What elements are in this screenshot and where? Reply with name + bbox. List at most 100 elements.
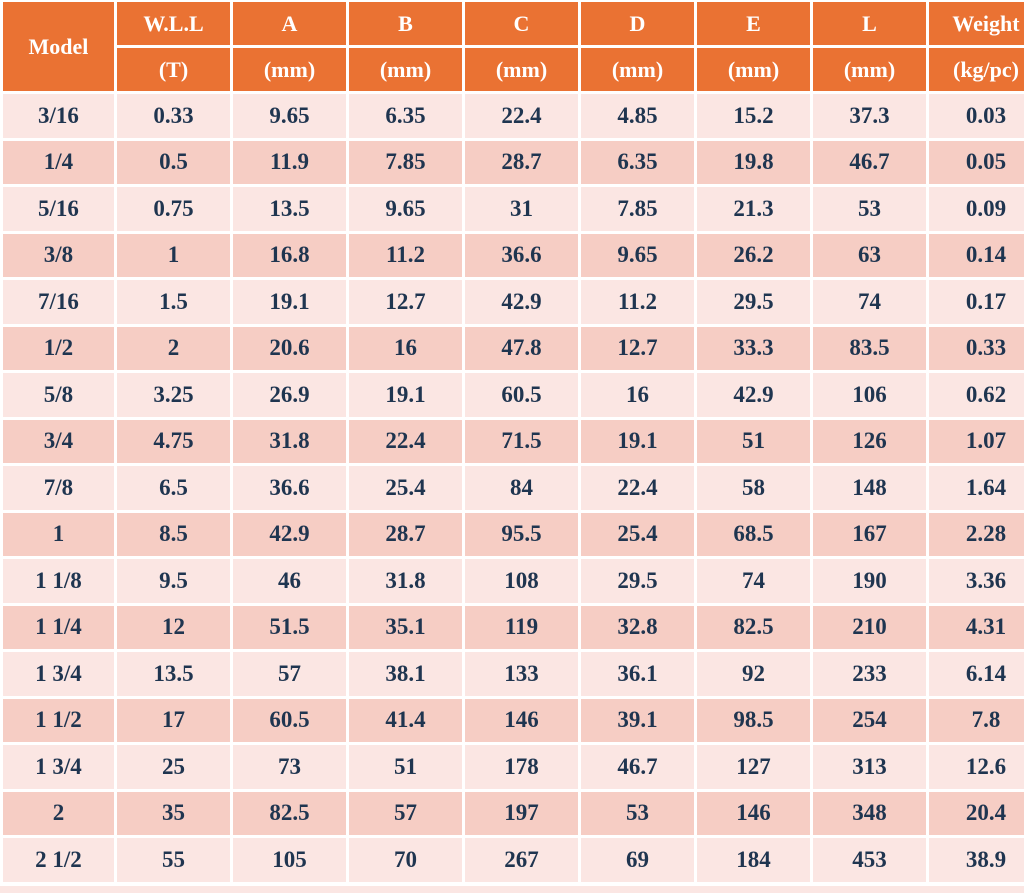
value-cell: 31.8 [349, 559, 462, 603]
value-cell: 83.5 [813, 326, 926, 370]
value-cell: 42.9 [465, 280, 578, 324]
value-cell: 7.85 [349, 140, 462, 184]
model-cell: 7/16 [3, 280, 114, 324]
value-cell: 133 [465, 652, 578, 696]
unit-b: (mm) [349, 48, 462, 91]
table-row: 3/4 4.75 31.8 22.4 71.5 19.1 51 126 1.07 [3, 419, 1024, 463]
value-cell: 0.62 [929, 373, 1024, 417]
model-cell: 5/8 [3, 373, 114, 417]
value-cell: 20.6 [233, 326, 346, 370]
value-cell: 16 [349, 326, 462, 370]
table-row: 2 1/2 55 105 70 267 69 184 453 38.9 [3, 838, 1024, 882]
value-cell: 31 [465, 187, 578, 231]
value-cell: 15.2 [697, 94, 810, 138]
value-cell: 47.8 [465, 326, 578, 370]
value-cell: 57 [233, 652, 346, 696]
value-cell: 73 [233, 745, 346, 789]
value-cell: 21.3 [697, 187, 810, 231]
value-cell: 41.4 [349, 698, 462, 742]
model-cell: 1 1/4 [3, 605, 114, 649]
value-cell: 95.5 [465, 512, 578, 556]
value-cell: 0.14 [929, 233, 1024, 277]
value-cell: 146 [465, 698, 578, 742]
value-cell: 35 [117, 791, 230, 835]
header-row-names: Model W.L.L A B C D E L Weight [3, 2, 1024, 91]
value-cell: 16.8 [233, 233, 346, 277]
value-cell: 35.1 [349, 605, 462, 649]
value-cell: 60.5 [233, 698, 346, 742]
value-cell: 12 [117, 605, 230, 649]
value-cell: 3.36 [929, 559, 1024, 603]
value-cell: 29.5 [581, 559, 694, 603]
model-cell: 7/8 [3, 466, 114, 510]
value-cell: 3.25 [117, 373, 230, 417]
value-cell: 178 [465, 745, 578, 789]
value-cell: 9.65 [349, 187, 462, 231]
header-a: A [233, 2, 346, 45]
value-cell: 1 [117, 233, 230, 277]
value-cell: 36.1 [581, 652, 694, 696]
table-row: 1/2 2 20.6 16 47.8 12.7 33.3 83.5 0.33 [3, 326, 1024, 370]
value-cell: 0.33 [117, 94, 230, 138]
value-cell: 55 [117, 838, 230, 882]
unit-c: (mm) [465, 48, 578, 91]
value-cell: 46.7 [581, 745, 694, 789]
value-cell: 53 [813, 187, 926, 231]
value-cell: 42.9 [233, 512, 346, 556]
table-row: 3/16 0.33 9.65 6.35 22.4 4.85 15.2 37.3 0.03 [3, 94, 1024, 138]
value-cell: 0.75 [117, 187, 230, 231]
value-cell: 36.6 [465, 233, 578, 277]
value-cell: 6.14 [929, 652, 1024, 696]
value-cell: 98.5 [697, 698, 810, 742]
value-cell: 31.8 [233, 419, 346, 463]
model-cell: 1 3/4 [3, 652, 114, 696]
value-cell: 119 [465, 605, 578, 649]
value-cell: 4.31 [929, 605, 1024, 649]
value-cell: 82.5 [233, 791, 346, 835]
value-cell: 19.8 [697, 140, 810, 184]
value-cell: 148 [813, 466, 926, 510]
value-cell: 22.4 [581, 466, 694, 510]
header-d: D [581, 2, 694, 45]
value-cell: 51 [349, 745, 462, 789]
value-cell: 11.2 [581, 280, 694, 324]
value-cell: 13.5 [233, 187, 346, 231]
value-cell: 184 [697, 838, 810, 882]
model-cell: 2 1/2 [3, 838, 114, 882]
table-row: 5/8 3.25 26.9 19.1 60.5 16 42.9 106 0.62 [3, 373, 1024, 417]
value-cell: 17 [117, 698, 230, 742]
header-wll: W.L.L [117, 2, 230, 45]
value-cell: 51 [697, 419, 810, 463]
header-b: B [349, 2, 462, 45]
value-cell: 108 [465, 559, 578, 603]
value-cell: 19.1 [349, 373, 462, 417]
value-cell: 20.4 [929, 791, 1024, 835]
unit-l: (mm) [813, 48, 926, 91]
value-cell: 29.5 [697, 280, 810, 324]
model-cell: 1/4 [3, 140, 114, 184]
value-cell: 38.1 [349, 652, 462, 696]
header-weight: Weight [929, 2, 1024, 45]
unit-a: (mm) [233, 48, 346, 91]
value-cell: 0.09 [929, 187, 1024, 231]
table-body: 3/16 0.33 9.65 6.35 22.4 4.85 15.2 37.3 0.03 1/4 0… [3, 94, 1024, 882]
unit-wll: (T) [117, 48, 230, 91]
value-cell: 254 [813, 698, 926, 742]
value-cell: 71.5 [465, 419, 578, 463]
value-cell: 106 [813, 373, 926, 417]
value-cell: 6.35 [349, 94, 462, 138]
value-cell: 1.5 [117, 280, 230, 324]
value-cell: 8.5 [117, 512, 230, 556]
value-cell: 4.75 [117, 419, 230, 463]
value-cell: 32.8 [581, 605, 694, 649]
value-cell: 210 [813, 605, 926, 649]
value-cell: 57 [349, 791, 462, 835]
model-cell: 1 3/4 [3, 745, 114, 789]
table-row: 1 1/8 9.5 46 31.8 108 29.5 74 190 3.36 [3, 559, 1024, 603]
value-cell: 51.5 [233, 605, 346, 649]
value-cell: 11.9 [233, 140, 346, 184]
model-cell: 1 [3, 512, 114, 556]
value-cell: 38.9 [929, 838, 1024, 882]
value-cell: 25.4 [349, 466, 462, 510]
